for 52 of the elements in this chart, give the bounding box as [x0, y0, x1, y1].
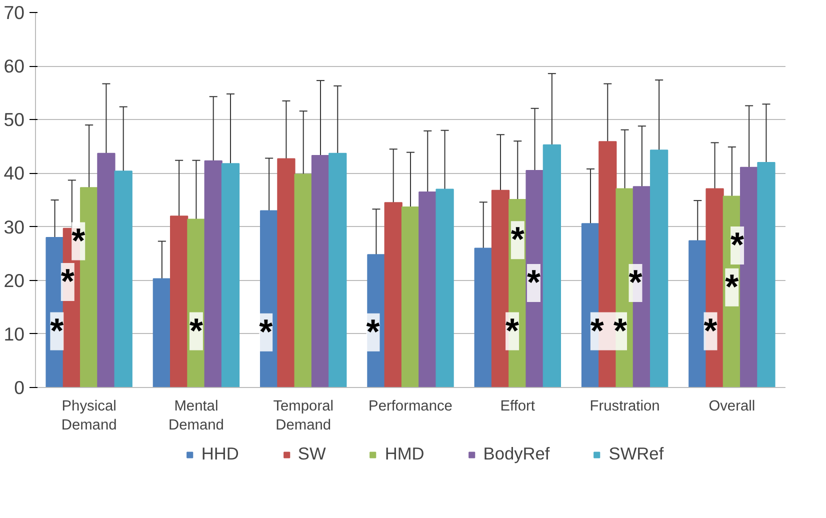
y-tick-label: 30 [4, 216, 25, 238]
bar [311, 155, 330, 388]
bar [294, 174, 312, 388]
legend-label: SWRef [608, 444, 664, 464]
bar [221, 163, 240, 388]
bar [152, 278, 171, 388]
x-tick-label: Physical Demand [61, 398, 117, 434]
annotation: * [50, 312, 64, 350]
bar [384, 202, 402, 388]
annotation: * [730, 226, 745, 265]
legend-label: HHD [201, 444, 239, 464]
x-tick-label: Temporal Demand [273, 398, 334, 434]
x-tick-label: Overall [708, 398, 756, 414]
y-tick-label: 0 [14, 377, 25, 398]
bar [97, 152, 116, 388]
annotation: * [510, 221, 525, 260]
bar [474, 248, 492, 388]
annotation: * [704, 312, 718, 350]
y-tick-label: 70 [4, 2, 25, 23]
bar [170, 216, 188, 388]
bar [436, 188, 454, 388]
bar [650, 150, 668, 388]
annotation: * [725, 268, 740, 306]
bar [418, 191, 437, 388]
annotation: * * [590, 312, 628, 350]
y-tick-label: 20 [4, 270, 25, 291]
annotation: * [60, 262, 75, 301]
bar [277, 158, 296, 388]
bar [328, 152, 347, 388]
annotation: * [628, 264, 643, 302]
annotation: * [526, 264, 541, 302]
annotation: * [366, 313, 380, 352]
bar [757, 162, 776, 388]
x-tick-label: Effort [500, 398, 536, 414]
y-tick-label: 60 [4, 56, 25, 77]
bar [401, 206, 420, 388]
annotation: * [72, 222, 86, 260]
legend-label: HMD [384, 444, 424, 464]
annotation: * [189, 312, 204, 350]
y-tick-label: 40 [4, 162, 25, 184]
annotation: * [506, 312, 520, 350]
bar [542, 144, 561, 388]
legend-label: BodyRef [483, 444, 550, 464]
legend-label: SW [298, 444, 326, 464]
bar [204, 160, 222, 388]
y-tick-label: 50 [4, 109, 25, 130]
y-tick-label: 10 [4, 323, 25, 344]
bar [114, 170, 132, 388]
x-tick-label: Frustration [590, 398, 660, 414]
annotation: * [259, 313, 274, 352]
x-tick-label: Performance [368, 398, 452, 414]
x-tick-label: Mental Demand [168, 398, 224, 434]
